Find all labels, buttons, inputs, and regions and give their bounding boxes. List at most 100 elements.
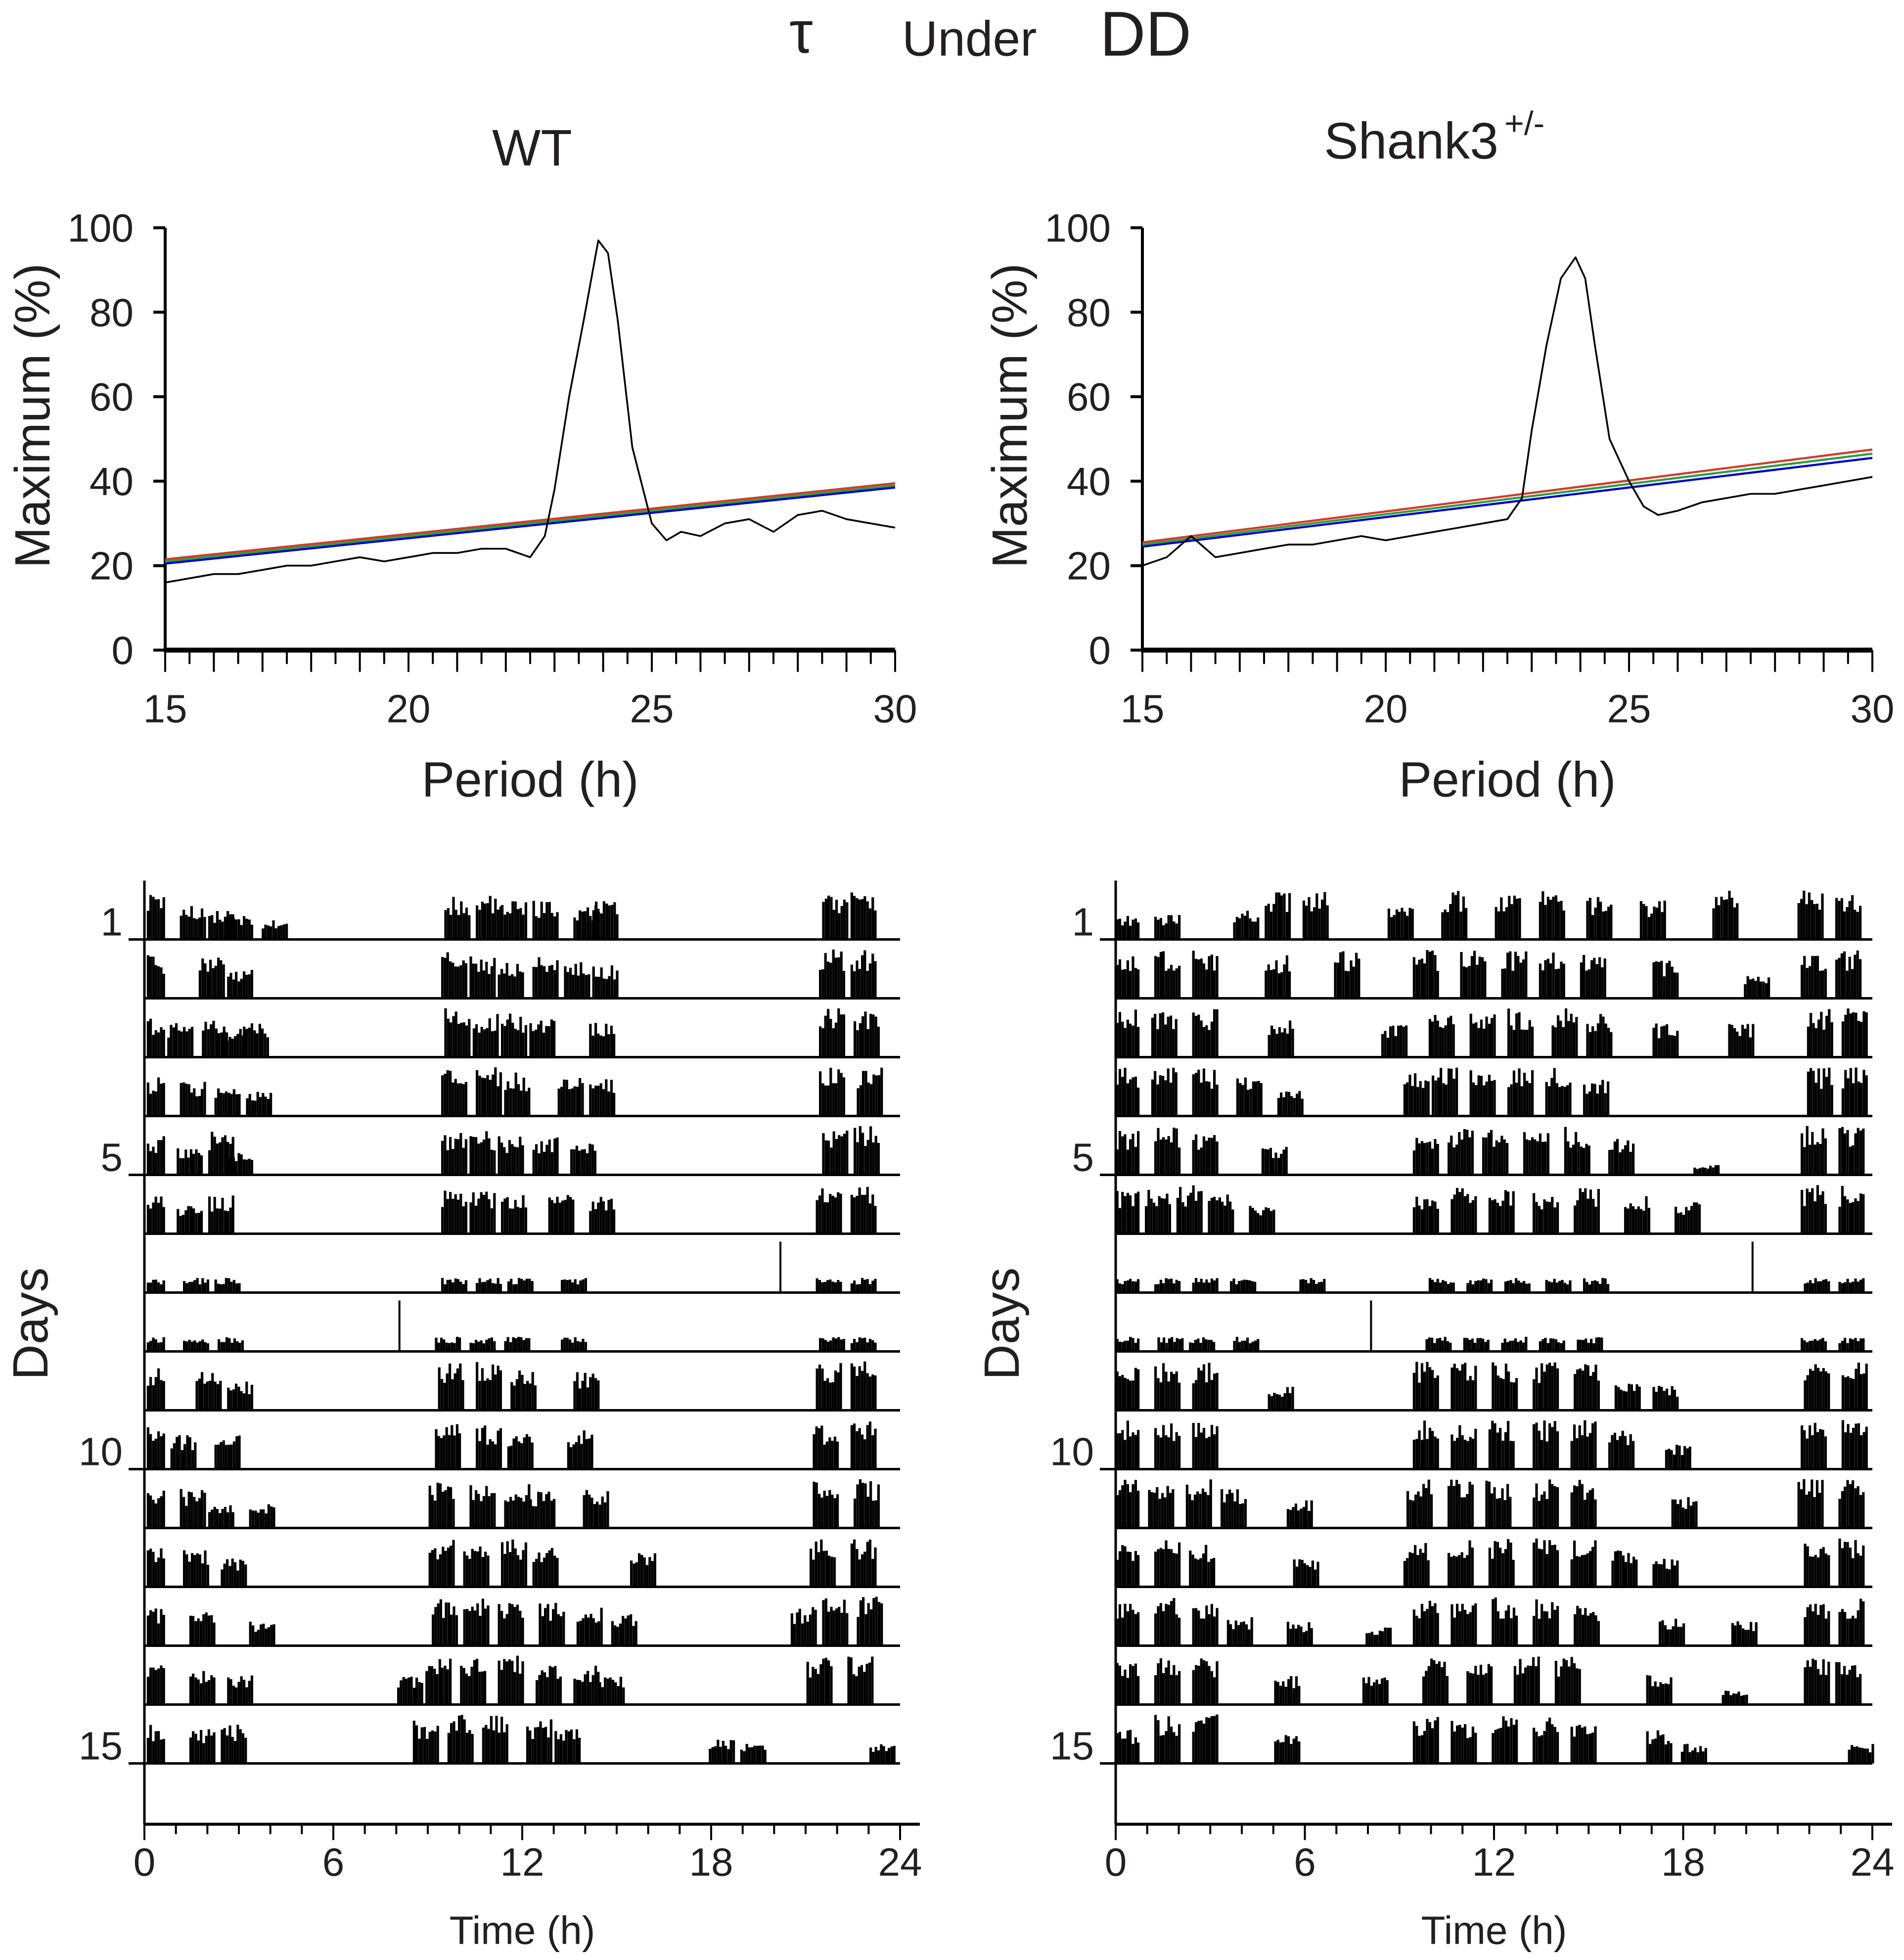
- activity-spike: [1849, 1203, 1852, 1234]
- activity-spike: [1630, 1384, 1633, 1411]
- activity-spike: [1301, 1098, 1304, 1116]
- activity-spike: [858, 1284, 861, 1293]
- activity-spike: [1526, 1030, 1529, 1057]
- activity-spike: [1471, 1548, 1474, 1587]
- activity-spike: [843, 1134, 846, 1175]
- activity-bout: [441, 1277, 467, 1293]
- activity-spike: [1862, 1011, 1865, 1057]
- activity-spike: [1507, 1726, 1510, 1764]
- activity-spike: [235, 1687, 238, 1705]
- activity-spike: [1494, 1423, 1496, 1469]
- activity-spike: [1818, 910, 1821, 940]
- activity-spike: [1499, 1618, 1502, 1646]
- activity-spike: [200, 1730, 203, 1764]
- activity-spike: [490, 1716, 493, 1764]
- activity-spike: [1129, 1436, 1132, 1469]
- activity-spike: [1468, 1137, 1471, 1175]
- activity-spike: [220, 1284, 223, 1293]
- activity-spike: [1496, 1499, 1498, 1528]
- activity-spike: [1124, 969, 1127, 999]
- activity-spike: [518, 1441, 521, 1469]
- day-tick-label: 10: [1050, 1430, 1094, 1474]
- activity-spike: [1803, 956, 1806, 999]
- activity-spike: [1298, 1686, 1301, 1705]
- activity-spike: [470, 1667, 473, 1705]
- activity-spike: [1843, 951, 1846, 999]
- activity-spike: [608, 905, 611, 940]
- activity-spike: [1811, 1435, 1814, 1469]
- activity-spike: [535, 1558, 538, 1587]
- activity-spike: [1556, 1550, 1559, 1587]
- activity-spike: [1535, 1732, 1538, 1764]
- activity-spike: [1422, 1484, 1425, 1528]
- activity-spike: [1134, 968, 1137, 999]
- activity-spike: [1159, 1075, 1162, 1116]
- activity-spike: [221, 1569, 224, 1587]
- activity-spike: [1507, 1539, 1510, 1587]
- activity-spike: [525, 1338, 528, 1352]
- activity-spike: [1192, 1074, 1195, 1116]
- activity-spike: [846, 1131, 849, 1175]
- activity-spike: [1824, 1371, 1827, 1411]
- activity-spike: [1431, 1200, 1434, 1234]
- activity-bout: [472, 1014, 499, 1057]
- activity-spike: [1592, 1343, 1595, 1352]
- activity-spike: [1806, 1282, 1809, 1293]
- activity-spike: [1645, 906, 1648, 940]
- activity-spike: [1507, 1087, 1510, 1116]
- activity-spike: [497, 1430, 499, 1469]
- activity-spike: [267, 1627, 270, 1646]
- activity-spike: [863, 1551, 866, 1587]
- activity-spike: [210, 1024, 213, 1057]
- activity-spike: [839, 1363, 842, 1411]
- activity-spike: [1279, 1686, 1282, 1705]
- activity-spike: [1126, 916, 1129, 940]
- activity-spike: [226, 1337, 228, 1352]
- activity-spike: [197, 1618, 200, 1646]
- activity-spike: [1522, 1342, 1525, 1352]
- activity-spike: [843, 1599, 846, 1646]
- activity-spike: [1819, 1195, 1822, 1234]
- activity-spike: [437, 1436, 440, 1469]
- activity-bout: [1728, 1024, 1755, 1057]
- activity-spike: [534, 1385, 537, 1411]
- activity-spike: [1316, 1561, 1319, 1587]
- activity-spike: [1468, 1540, 1471, 1587]
- activity-spike: [588, 1495, 591, 1528]
- activity-spike: [1477, 1280, 1480, 1293]
- activity-spike: [829, 1279, 832, 1293]
- activity-spike: [1208, 956, 1211, 999]
- activity-spike: [1519, 962, 1522, 999]
- activity-spike: [1601, 967, 1604, 999]
- activity-spike: [1504, 1432, 1507, 1469]
- activity-spike: [1533, 1616, 1536, 1646]
- activity-spike: [241, 1733, 244, 1764]
- activity-spike: [475, 1024, 478, 1057]
- activity-spike: [1844, 1282, 1847, 1293]
- activity-spike: [856, 960, 859, 999]
- activity-spike: [1582, 1614, 1585, 1646]
- activity-spike: [1838, 1343, 1841, 1352]
- activity-spike: [563, 1279, 566, 1293]
- activity-spike: [184, 1210, 187, 1234]
- activity-spike: [426, 1738, 429, 1764]
- activity-bout: [441, 1190, 467, 1234]
- activity-spike: [497, 910, 499, 940]
- activity-spike: [202, 1671, 205, 1705]
- activity-bout: [1488, 1539, 1515, 1587]
- activity-spike: [251, 1100, 254, 1116]
- activity-spike: [1216, 1372, 1219, 1411]
- activity-spike: [198, 1095, 201, 1116]
- activity-spike: [1471, 1438, 1474, 1469]
- activity-spike: [524, 1025, 527, 1057]
- activity-spike: [836, 1441, 839, 1469]
- activity-spike: [582, 973, 585, 999]
- activity-bout: [1116, 1131, 1140, 1175]
- activity-spike: [476, 1551, 479, 1587]
- activity-spike: [582, 1279, 585, 1293]
- activity-spike: [1681, 1507, 1684, 1528]
- activity-spike: [522, 1077, 525, 1116]
- activity-spike: [827, 1660, 830, 1705]
- activity-spike: [1534, 1139, 1537, 1175]
- activity-spike: [874, 1342, 877, 1352]
